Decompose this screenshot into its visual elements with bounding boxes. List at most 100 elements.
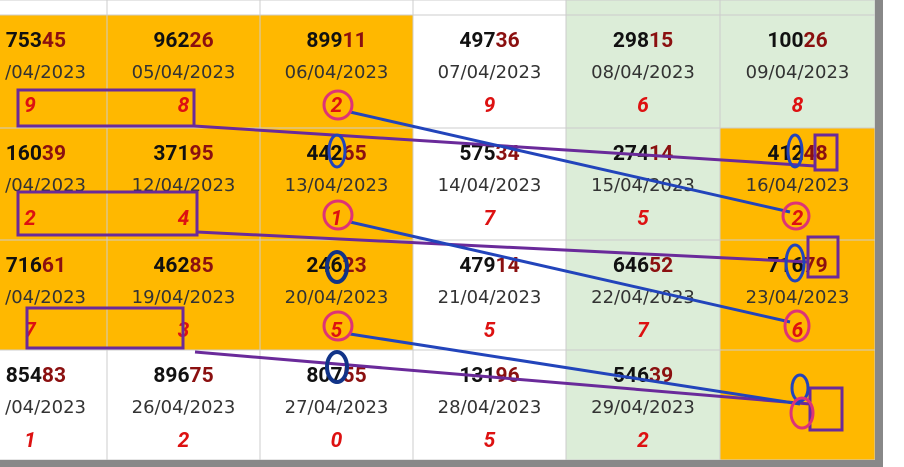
number-head: 753 bbox=[6, 29, 42, 53]
cell-bg bbox=[259, 239, 414, 351]
lottery-number: 71661 bbox=[6, 254, 66, 278]
lottery-number: 89911 bbox=[306, 29, 366, 53]
date: 22/04/2023 bbox=[591, 287, 695, 308]
digit: 6 bbox=[637, 94, 649, 118]
ellipse bbox=[325, 350, 349, 384]
ellipse bbox=[784, 243, 806, 283]
date: /04/2023 bbox=[5, 62, 86, 83]
number-head: 497 bbox=[459, 29, 495, 53]
digit: 2 bbox=[24, 207, 36, 231]
cell-bg bbox=[412, 14, 567, 129]
lottery-number: 46285 bbox=[153, 254, 213, 278]
number-head: 896 bbox=[153, 364, 189, 388]
number-head: 854 bbox=[6, 364, 42, 388]
number-tail: 96 bbox=[496, 364, 520, 388]
digit: 9 bbox=[484, 94, 496, 118]
digit: 5 bbox=[484, 319, 496, 343]
number-head: 246 bbox=[306, 254, 342, 278]
lottery-number: 64652 bbox=[613, 254, 673, 278]
date: 21/04/2023 bbox=[438, 287, 542, 308]
cell-bg bbox=[412, 239, 567, 351]
lottery-number: 49736 bbox=[459, 29, 519, 53]
date: 05/04/2023 bbox=[132, 62, 236, 83]
link-line bbox=[349, 220, 791, 324]
date: /04/2023 bbox=[5, 287, 86, 308]
ellipse bbox=[790, 373, 810, 403]
number-head: 298 bbox=[613, 29, 649, 53]
number-tail: 95 bbox=[190, 142, 214, 166]
link-line bbox=[349, 332, 801, 406]
cell-texts: 75345/04/202399622605/04/202388991106/04… bbox=[5, 29, 849, 453]
cell-bg bbox=[719, 127, 876, 241]
number-tail: 39 bbox=[42, 142, 66, 166]
cell-bg bbox=[259, 14, 414, 129]
lottery-number: 24623 bbox=[306, 254, 366, 278]
number-head: 479 bbox=[459, 254, 495, 278]
circle bbox=[781, 201, 811, 231]
digit: 0 bbox=[331, 429, 343, 453]
number-head: 462 bbox=[153, 254, 189, 278]
box bbox=[813, 133, 839, 172]
circle bbox=[783, 309, 811, 343]
lottery-number: 10026 bbox=[767, 29, 827, 53]
date: 16/04/2023 bbox=[746, 175, 850, 196]
circle bbox=[789, 396, 815, 430]
cell-bg bbox=[106, 0, 261, 16]
cell-bg bbox=[259, 127, 414, 241]
cell-bg bbox=[412, 127, 567, 241]
blue-marks bbox=[325, 110, 810, 406]
box bbox=[16, 190, 199, 237]
digit: 6 bbox=[792, 319, 804, 343]
ellipse bbox=[786, 133, 804, 169]
lottery-number: 29815 bbox=[613, 29, 673, 53]
digit: 5 bbox=[331, 319, 343, 343]
lottery-number: 75345 bbox=[6, 29, 66, 53]
cell-bg bbox=[565, 14, 721, 129]
date: 20/04/2023 bbox=[285, 287, 389, 308]
box bbox=[25, 306, 185, 350]
digit: 9 bbox=[24, 94, 36, 118]
circle bbox=[322, 310, 354, 342]
date: 15/04/2023 bbox=[591, 175, 695, 196]
digit: 8 bbox=[178, 94, 190, 118]
date: 27/04/2023 bbox=[285, 397, 389, 418]
cell-bg bbox=[565, 127, 721, 241]
digit: 2 bbox=[637, 429, 649, 453]
digit: 7 bbox=[637, 319, 650, 343]
number-tail: 85 bbox=[190, 254, 214, 278]
digit: 8 bbox=[792, 94, 804, 118]
number-head: 899 bbox=[306, 29, 342, 53]
date: 08/04/2023 bbox=[591, 62, 695, 83]
lottery-number: 85483 bbox=[6, 364, 66, 388]
lottery-number: 96226 bbox=[153, 29, 213, 53]
link-line bbox=[194, 350, 811, 406]
digit: 5 bbox=[637, 207, 649, 231]
date: /04/2023 bbox=[5, 397, 86, 418]
cell-bg bbox=[0, 349, 108, 461]
ellipse bbox=[327, 133, 347, 169]
cell-bg bbox=[259, 0, 414, 16]
cell-bg bbox=[719, 0, 876, 16]
number-tail: 36 bbox=[496, 29, 520, 53]
number-head: 371 bbox=[153, 142, 189, 166]
number-tail: 15 bbox=[649, 29, 673, 53]
number-head: 807 bbox=[306, 364, 342, 388]
number-tail: 45 bbox=[42, 29, 66, 53]
number-head: 160 bbox=[6, 142, 42, 166]
annotations bbox=[16, 88, 844, 432]
date: 19/04/2023 bbox=[132, 287, 236, 308]
date: 29/04/2023 bbox=[591, 397, 695, 418]
digit: 4 bbox=[178, 207, 190, 231]
digit: 2 bbox=[331, 94, 343, 118]
link-line bbox=[196, 230, 809, 264]
date: 07/04/2023 bbox=[438, 62, 542, 83]
cell-bg bbox=[565, 349, 721, 461]
circle bbox=[322, 199, 354, 231]
digit: 2 bbox=[792, 207, 804, 231]
date: 13/04/2023 bbox=[285, 175, 389, 196]
date: 28/04/2023 bbox=[438, 397, 542, 418]
date: 09/04/2023 bbox=[746, 62, 850, 83]
lottery-number: 44265 bbox=[306, 142, 366, 166]
